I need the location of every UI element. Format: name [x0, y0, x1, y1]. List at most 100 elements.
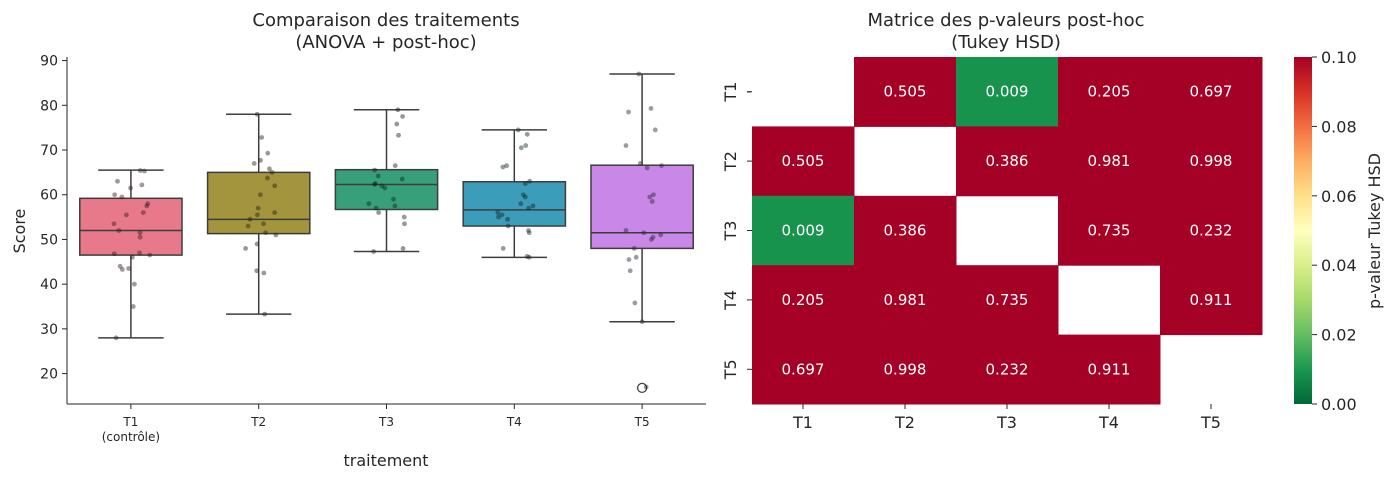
heatmap-row-label: T2 — [721, 151, 740, 172]
jitter-point — [111, 221, 117, 227]
jitter-point — [402, 221, 407, 227]
jitter-point — [375, 173, 381, 179]
jitter-point — [139, 182, 145, 188]
box-iqr — [206, 171, 311, 235]
jitter-point — [647, 194, 653, 200]
jitter-point — [526, 228, 531, 233]
heatmap-cell — [752, 126, 855, 197]
jitter-point — [496, 214, 501, 220]
colorbar-label: p-valeur Tukey HSD — [1365, 153, 1384, 309]
box-iqr — [334, 168, 439, 211]
heatmap-title-line2: (Tukey HSD) — [951, 32, 1061, 53]
boxplot-panel: Comparaison des traitements (ANOVA + pos… — [10, 10, 706, 470]
jitter-point — [265, 150, 271, 156]
colorbar-tick-label: 0.08 — [1321, 117, 1357, 136]
jitter-point — [505, 223, 511, 229]
box-iqr — [590, 164, 694, 250]
jitter-point — [524, 131, 530, 137]
jitter-point — [627, 268, 633, 274]
jitter-point — [251, 161, 257, 166]
jitter-point — [401, 214, 407, 220]
jitter-point — [254, 111, 260, 117]
jitter-point — [119, 267, 125, 272]
jitter-point — [373, 205, 379, 211]
jitter-point — [128, 185, 133, 191]
heatmap-cell-value: 0.232 — [1190, 222, 1233, 240]
jitter-point — [119, 194, 125, 200]
boxplot-x-tick-label: T4 — [506, 415, 522, 429]
jitter-point — [129, 254, 135, 260]
box-group-t3 — [334, 107, 439, 254]
box-iqr — [462, 181, 567, 227]
heatmap-col-ticks: T1 T2 T3 T4 T5 — [792, 404, 1221, 432]
jitter-point — [396, 132, 401, 138]
jitter-point — [526, 254, 532, 260]
jitter-point — [382, 185, 388, 191]
heatmap-col-label: T4 — [1098, 413, 1119, 432]
box-group-t4 — [462, 127, 567, 260]
jitter-point — [137, 250, 142, 256]
heatmap-cell-value: 0.735 — [986, 291, 1029, 309]
heatmap-col-label: T1 — [792, 413, 813, 432]
heatmap-cell — [1160, 57, 1263, 127]
jitter-point — [123, 212, 129, 218]
colorbar-tick-label: 0.04 — [1321, 256, 1357, 275]
jitter-point — [524, 254, 530, 259]
heatmap-cell — [752, 265, 855, 336]
heatmap-cell-value: 0.386 — [884, 222, 927, 240]
jitter-point — [258, 157, 263, 163]
jitter-point — [254, 212, 260, 218]
heatmap-cell-value: 0.981 — [884, 291, 927, 309]
colorbar-tick-label: 0.06 — [1321, 187, 1357, 206]
jitter-point — [394, 121, 400, 127]
heatmap-cell — [854, 265, 957, 336]
jitter-point — [267, 166, 272, 172]
jitter-point — [651, 192, 656, 198]
box-group-t2 — [206, 111, 311, 317]
heatmap-row-label: T1 — [721, 82, 740, 103]
heatmap-cell — [1160, 265, 1263, 336]
jitter-point — [132, 281, 137, 287]
jitter-point — [254, 268, 260, 274]
boxplot-y-tick-label: 50 — [40, 232, 58, 248]
heatmap-cell — [854, 334, 957, 405]
jitter-point — [144, 203, 150, 209]
jitter-point — [400, 245, 406, 251]
jitter-point — [632, 300, 638, 306]
jitter-point — [372, 167, 378, 173]
jitter-point — [366, 201, 372, 207]
heatmap-row-label: T4 — [721, 290, 740, 311]
jitter-point — [400, 114, 405, 119]
jitter-point — [372, 181, 378, 186]
heatmap-cell — [956, 334, 1059, 405]
heatmap-cell-value: 0.981 — [1088, 152, 1131, 170]
heatmap-cell — [854, 195, 957, 266]
jitter-point — [272, 210, 278, 216]
jitter-point — [399, 176, 405, 182]
heatmap-cell-value: 0.386 — [986, 152, 1029, 170]
jitter-point — [626, 257, 632, 262]
jitter-point — [523, 143, 529, 148]
heatmap-cell — [956, 57, 1059, 127]
box-group-t5 — [590, 71, 694, 394]
colorbar-ticks: 0.00 0.02 0.04 0.06 0.08 0.10 — [1312, 48, 1357, 414]
jitter-point — [372, 182, 377, 187]
heatmap-title-line1: Matrice des p-valeurs post-hoc — [867, 10, 1144, 31]
jitter-point — [269, 169, 275, 175]
jitter-point — [649, 199, 655, 204]
boxplot-y-ticks: 20 30 40 50 60 70 80 90 — [40, 54, 67, 383]
jitter-point — [130, 304, 136, 309]
heatmap-row-label: T5 — [721, 359, 740, 380]
heatmap-cell — [956, 126, 1059, 197]
heatmap-cell-value: 0.697 — [782, 360, 825, 378]
jitter-point — [391, 196, 396, 202]
heatmap-cell-value: 0.735 — [1088, 222, 1131, 240]
jitter-point — [495, 210, 501, 216]
jitter-point — [526, 205, 532, 211]
jitter-point — [111, 251, 117, 257]
jitter-point — [137, 234, 143, 240]
boxplot-y-tick-label: 40 — [40, 277, 58, 293]
jitter-point — [652, 127, 658, 133]
jitter-point — [255, 205, 261, 211]
